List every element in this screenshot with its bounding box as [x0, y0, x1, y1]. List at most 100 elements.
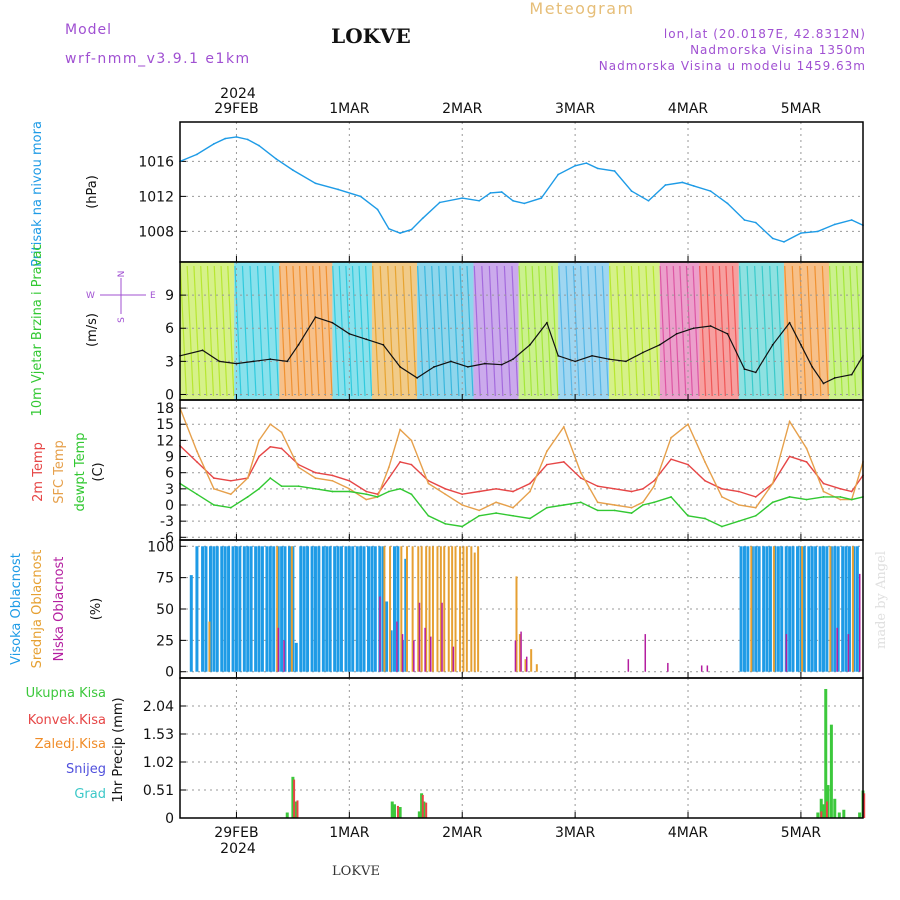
wind-arrow-stroke [358, 265, 366, 397]
y-tick-label: 0 [165, 811, 174, 827]
bar-1 [447, 546, 450, 672]
bar-2 [413, 640, 415, 672]
bar-0 [208, 546, 212, 672]
wind-arrow-stroke [279, 265, 287, 397]
wind-arrow-stroke [312, 265, 320, 397]
series-point-2 [653, 501, 656, 504]
series-point-0 [416, 377, 418, 379]
series-point-0 [546, 321, 548, 324]
wind-arrow-stroke [652, 265, 660, 397]
bar-0 [268, 546, 272, 672]
wind-arrow-stroke [271, 265, 280, 397]
series-point-0 [421, 217, 424, 220]
bar-1 [451, 546, 454, 672]
top-day-label: 2MAR [442, 101, 483, 117]
series-point-0 [224, 137, 227, 140]
bar-2 [424, 627, 426, 672]
precip-legend-conv: Konvek.Kisa [28, 713, 106, 728]
series-point-2 [258, 487, 260, 490]
bar-0 [347, 546, 351, 672]
wind-arrow-stroke [828, 265, 837, 397]
wind-band-0 [180, 262, 235, 400]
bar-0 [739, 546, 743, 672]
series-point-0 [754, 496, 757, 498]
series-point-2 [805, 498, 808, 501]
temp2m-title: 2m Temp [31, 442, 46, 502]
bar-0 [390, 801, 394, 818]
series-point-2 [562, 504, 565, 506]
bar-0 [855, 546, 859, 672]
wind-arrow-stroke [558, 265, 566, 397]
series-point-1 [196, 450, 198, 453]
bottom-day-label: 4MAR [668, 825, 709, 841]
bar-0 [370, 546, 374, 672]
series-point-1 [546, 450, 548, 453]
bar-1 [436, 546, 439, 672]
y-tick-label: 9 [165, 450, 174, 466]
series-point-2 [546, 506, 548, 509]
wind-arrow-stroke [503, 265, 511, 397]
bar-2 [452, 646, 455, 672]
series-point-0 [489, 191, 492, 194]
wind-arrow-stroke [193, 265, 201, 397]
y-tick-label: 3 [165, 354, 174, 370]
cloud-unit: (%) [89, 598, 104, 621]
series-point-0 [811, 365, 814, 368]
bar-1 [439, 546, 442, 672]
y-tick-label: 15 [156, 417, 174, 433]
series-point-0 [557, 354, 560, 357]
wind-arrow-stroke [285, 265, 293, 397]
series-point-1 [478, 509, 481, 512]
compass-n: N [117, 271, 127, 278]
wind-arrow-stroke [394, 265, 402, 397]
series-point-2 [212, 504, 215, 506]
bar-2 [441, 602, 443, 672]
series-point-0 [365, 490, 368, 493]
bar-0 [829, 724, 833, 818]
wind-arrow-stroke [594, 265, 602, 397]
series-point-0 [743, 368, 746, 370]
series-point-0 [314, 471, 317, 474]
wind-arrow-stroke [746, 265, 754, 397]
wind-arrow-stroke [638, 265, 646, 397]
wind-arrow-stroke [409, 265, 417, 397]
series-point-2 [348, 490, 351, 493]
coordinates: lon,lat (20.0187E, 42.8312N) [664, 27, 866, 41]
bar-0 [837, 812, 841, 818]
series-point-0 [562, 461, 565, 463]
bar-1 [477, 546, 480, 672]
bar-0 [302, 546, 306, 672]
series-point-0 [337, 188, 339, 191]
y-tick-label: 3 [165, 482, 174, 498]
wind-arrow-stroke [731, 265, 740, 397]
bar-0 [841, 546, 845, 672]
series-point-1 [562, 426, 565, 428]
bar-0 [796, 546, 800, 672]
bar-2 [401, 634, 404, 672]
series-point-1 [579, 471, 582, 474]
bar-1 [524, 659, 527, 672]
wind-arrow-stroke [249, 265, 257, 397]
bar-0 [788, 546, 792, 672]
bottom-day-label: 29FEB [214, 825, 258, 841]
series-point-0 [658, 343, 661, 346]
wind-arrow-stroke [318, 265, 327, 397]
series-point-0 [557, 173, 560, 176]
bar-1 [473, 552, 476, 672]
y-tick-label: 1016 [138, 154, 174, 170]
series-point-1 [444, 493, 447, 496]
series-point-1 [653, 485, 656, 488]
series-point-0 [512, 358, 514, 361]
bar-0 [836, 546, 840, 672]
bar-1 [820, 811, 823, 818]
wind-arrow-stroke [698, 265, 707, 397]
wind-band-7 [518, 262, 559, 400]
series-line-1 [179, 407, 864, 512]
wind-band-10 [659, 262, 700, 400]
y-tick-label: 18 [156, 401, 174, 417]
temp-unit: (C) [91, 462, 106, 481]
series-point-1 [529, 490, 531, 493]
series-point-1 [399, 428, 402, 431]
series-point-1 [365, 498, 368, 501]
